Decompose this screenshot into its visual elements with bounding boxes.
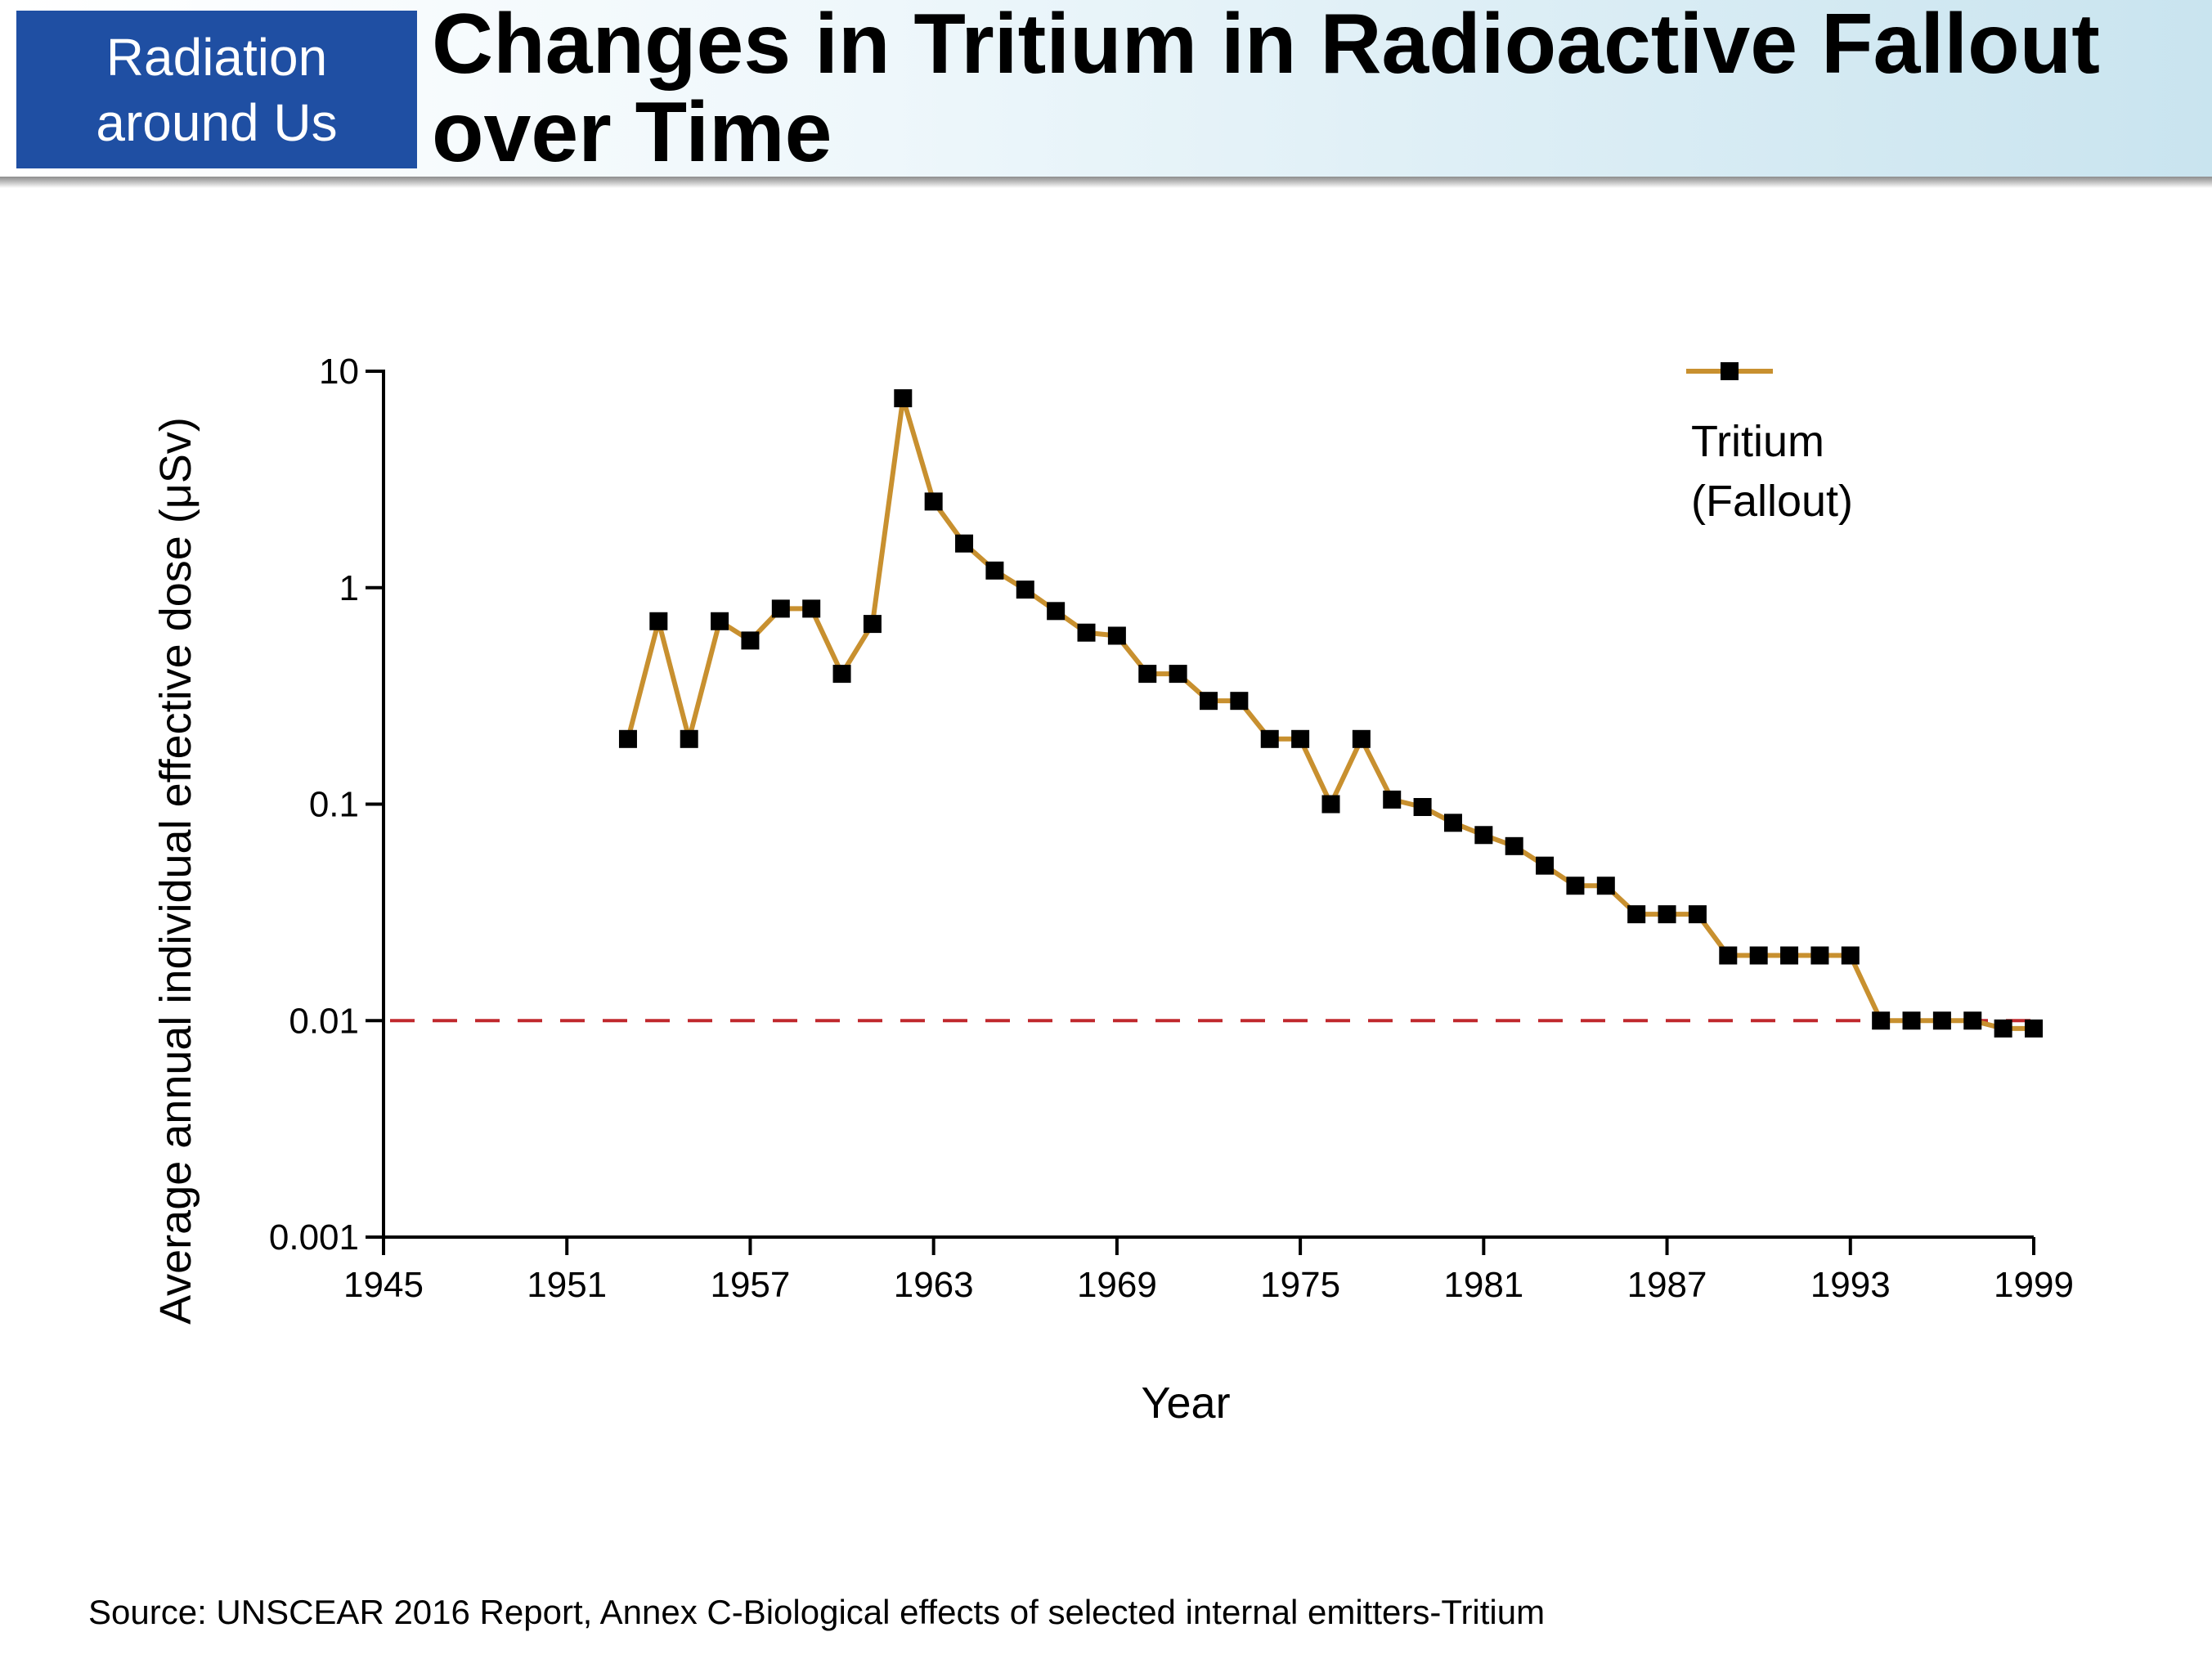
data-point — [1016, 581, 1034, 599]
data-point — [863, 615, 882, 634]
x-tick-label: 1987 — [1627, 1265, 1707, 1305]
data-point — [1810, 946, 1829, 965]
y-tick-label: 0.01 — [289, 1001, 359, 1041]
data-point — [1047, 602, 1066, 621]
data-point — [1291, 729, 1310, 748]
legend-label-line-1: Tritium — [1691, 417, 1824, 466]
y-tick-label: 1 — [339, 568, 359, 608]
x-tick-label: 1951 — [527, 1265, 607, 1305]
x-tick-label: 1981 — [1443, 1265, 1523, 1305]
data-point — [1077, 623, 1096, 642]
data-point — [1780, 946, 1799, 965]
x-tick-label: 1999 — [1994, 1265, 2074, 1305]
data-point — [1627, 905, 1646, 924]
title-line-2: over Time — [432, 85, 832, 180]
data-point — [894, 389, 913, 408]
data-point — [955, 534, 974, 553]
data-point — [771, 599, 790, 618]
x-tick-label: 1963 — [894, 1265, 974, 1305]
data-point — [1169, 665, 1187, 684]
data-point — [1474, 826, 1493, 845]
data-point — [1505, 836, 1523, 855]
section-badge: Radiation around Us — [16, 11, 417, 168]
x-tick-label: 1975 — [1260, 1265, 1340, 1305]
x-tick-label: 1993 — [1810, 1265, 1891, 1305]
y-tick-label: 0.1 — [309, 785, 359, 825]
data-point — [1932, 1011, 1951, 1030]
data-point — [1749, 946, 1768, 965]
data-point — [2025, 1019, 2043, 1038]
data-point — [1200, 692, 1218, 711]
data-point — [924, 492, 943, 511]
header-divider — [0, 177, 2212, 188]
badge-line-1: Radiation — [105, 27, 328, 87]
data-point — [1352, 729, 1371, 748]
x-tick-label: 1969 — [1077, 1265, 1157, 1305]
data-point — [1566, 877, 1585, 895]
data-point — [985, 561, 1004, 580]
data-point — [680, 729, 698, 748]
legend: Tritium (Fallout) — [1686, 362, 1853, 526]
data-point — [1688, 905, 1707, 924]
data-point — [1872, 1011, 1891, 1030]
data-point — [1841, 946, 1860, 965]
data-point — [1658, 905, 1676, 924]
data-point — [711, 612, 729, 630]
data-point — [1596, 877, 1615, 895]
data-point — [1413, 798, 1432, 817]
data-point — [832, 665, 851, 684]
x-tick-label: 1945 — [343, 1265, 424, 1305]
legend-label-line-2: (Fallout) — [1691, 477, 1853, 526]
title-line-1: Changes in Tritium in Radioactive Fallou… — [432, 0, 2100, 92]
data-point — [1902, 1011, 1921, 1030]
data-point — [741, 631, 760, 650]
legend-marker — [1721, 362, 1739, 380]
data-point — [1443, 814, 1462, 832]
chart-axes: 1945 1951 1957 1963 1969 1975 1981 1987 1993 1999… — [269, 352, 2074, 1305]
badge-line-2: around Us — [96, 92, 338, 152]
data-point — [649, 612, 668, 630]
data-point — [1719, 946, 1738, 965]
data-point — [802, 599, 821, 618]
data-point — [1230, 692, 1249, 711]
page-title: Changes in Tritium in Radioactive Fallou… — [432, 0, 2198, 177]
y-tick-label: 10 — [319, 352, 359, 392]
data-point — [618, 729, 637, 748]
data-point — [1260, 729, 1279, 748]
x-tick-label: 1957 — [710, 1265, 790, 1305]
data-point — [1383, 790, 1402, 809]
data-point — [1138, 665, 1157, 684]
source-citation: Source: UNSCEAR 2016 Report, Annex C-Bio… — [88, 1593, 1546, 1631]
data-point — [1321, 795, 1340, 814]
x-axis-label: Year — [1141, 1379, 1230, 1428]
series-group — [618, 389, 2043, 1038]
data-point — [1994, 1019, 2012, 1038]
data-point — [1107, 626, 1126, 645]
y-axis-label: Average annual individual effective dose… — [151, 417, 200, 1325]
data-point — [1963, 1011, 1982, 1030]
y-tick-label: 0.001 — [269, 1217, 359, 1258]
data-point — [1536, 856, 1555, 875]
